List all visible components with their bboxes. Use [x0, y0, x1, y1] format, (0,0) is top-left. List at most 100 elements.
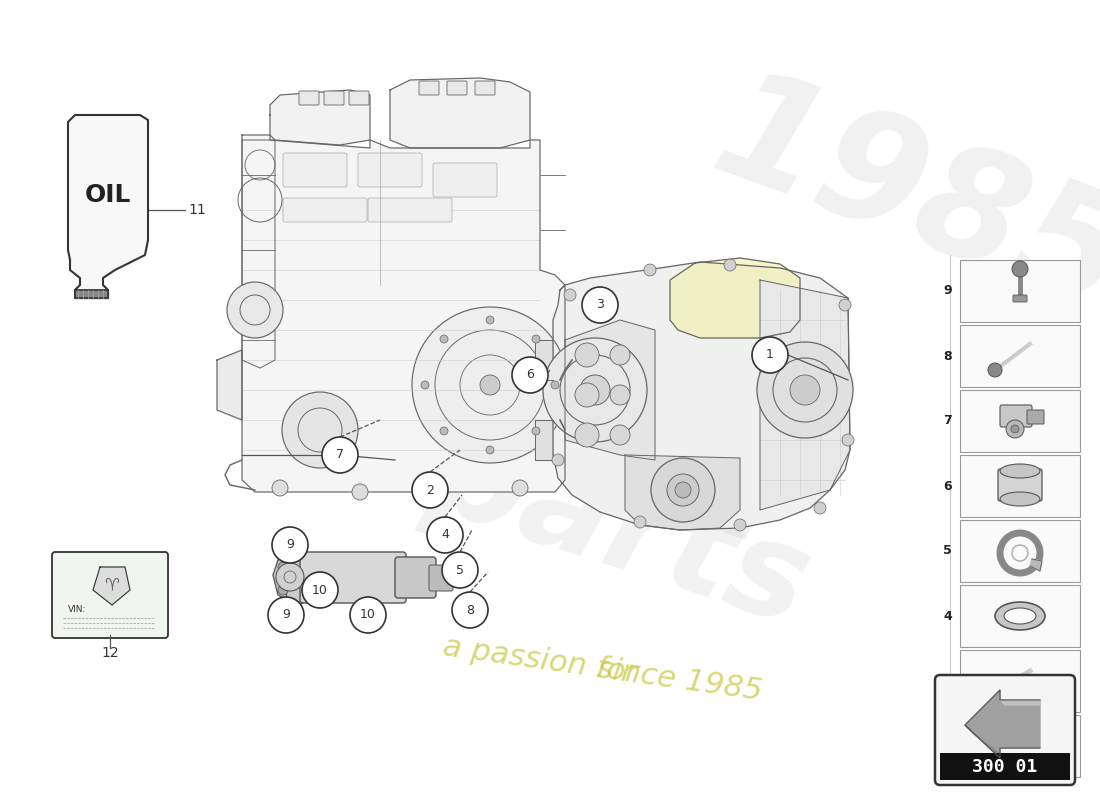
Circle shape	[412, 307, 568, 463]
Circle shape	[532, 427, 540, 435]
Text: 1985: 1985	[695, 58, 1100, 342]
Circle shape	[276, 563, 304, 591]
FancyBboxPatch shape	[368, 198, 452, 222]
Circle shape	[452, 592, 488, 628]
Circle shape	[839, 299, 851, 311]
Text: 6: 6	[526, 369, 534, 382]
Text: 2: 2	[944, 739, 952, 753]
Polygon shape	[535, 420, 553, 460]
Circle shape	[814, 502, 826, 514]
FancyBboxPatch shape	[960, 520, 1080, 582]
Circle shape	[442, 552, 478, 588]
FancyBboxPatch shape	[960, 390, 1080, 452]
FancyBboxPatch shape	[1013, 295, 1027, 302]
Circle shape	[651, 458, 715, 522]
Circle shape	[272, 527, 308, 563]
Text: 2: 2	[426, 483, 433, 497]
Circle shape	[486, 316, 494, 324]
Circle shape	[278, 562, 288, 572]
Circle shape	[734, 519, 746, 531]
Circle shape	[667, 474, 698, 506]
Text: 4: 4	[441, 529, 449, 542]
Circle shape	[440, 427, 448, 435]
Circle shape	[421, 381, 429, 389]
Circle shape	[432, 484, 448, 500]
FancyBboxPatch shape	[429, 565, 453, 591]
Polygon shape	[565, 320, 654, 460]
Circle shape	[480, 375, 501, 395]
Circle shape	[278, 585, 288, 595]
Text: 3: 3	[944, 674, 952, 687]
FancyBboxPatch shape	[433, 163, 497, 197]
Text: 5: 5	[944, 545, 952, 558]
Circle shape	[268, 597, 304, 633]
Text: 9: 9	[944, 285, 952, 298]
FancyBboxPatch shape	[395, 557, 436, 598]
FancyBboxPatch shape	[960, 455, 1080, 517]
Ellipse shape	[1004, 608, 1036, 624]
Circle shape	[1006, 420, 1024, 438]
Circle shape	[644, 264, 656, 276]
Text: since 1985: since 1985	[595, 654, 764, 706]
Circle shape	[272, 480, 288, 496]
Text: 3: 3	[596, 298, 604, 311]
Circle shape	[610, 345, 630, 365]
Circle shape	[575, 343, 600, 367]
Circle shape	[989, 751, 1003, 765]
Polygon shape	[68, 115, 148, 298]
Circle shape	[282, 392, 358, 468]
Text: 9: 9	[286, 538, 294, 551]
Text: a passion for: a passion for	[441, 632, 639, 688]
FancyBboxPatch shape	[358, 153, 422, 187]
FancyBboxPatch shape	[960, 325, 1080, 387]
Polygon shape	[965, 690, 1040, 758]
Circle shape	[227, 282, 283, 338]
Circle shape	[412, 472, 448, 508]
Polygon shape	[760, 280, 850, 510]
Text: 10: 10	[312, 583, 328, 597]
Polygon shape	[242, 135, 565, 492]
Text: 4: 4	[944, 610, 952, 622]
Circle shape	[302, 572, 338, 608]
Polygon shape	[553, 262, 850, 530]
Text: parts: parts	[415, 410, 825, 650]
FancyBboxPatch shape	[300, 552, 406, 603]
FancyBboxPatch shape	[299, 91, 319, 105]
Text: 300 01: 300 01	[972, 758, 1037, 776]
Text: OIL: OIL	[85, 183, 131, 207]
Text: 8: 8	[944, 350, 952, 362]
FancyBboxPatch shape	[940, 753, 1070, 780]
Ellipse shape	[996, 602, 1045, 630]
Polygon shape	[390, 78, 530, 148]
Polygon shape	[625, 455, 740, 530]
FancyBboxPatch shape	[998, 469, 1042, 501]
Circle shape	[1012, 261, 1028, 277]
Polygon shape	[670, 258, 800, 338]
Polygon shape	[75, 290, 108, 298]
Text: 7: 7	[944, 414, 952, 427]
Circle shape	[551, 381, 559, 389]
Circle shape	[610, 385, 630, 405]
FancyBboxPatch shape	[447, 81, 468, 95]
Circle shape	[842, 434, 854, 446]
Circle shape	[988, 363, 1002, 377]
Circle shape	[752, 337, 788, 373]
Text: 9: 9	[282, 609, 290, 622]
FancyBboxPatch shape	[52, 552, 168, 638]
FancyBboxPatch shape	[419, 81, 439, 95]
Circle shape	[575, 383, 600, 407]
Polygon shape	[94, 567, 130, 605]
Ellipse shape	[1000, 492, 1040, 506]
FancyBboxPatch shape	[960, 715, 1080, 777]
Circle shape	[552, 454, 564, 466]
Circle shape	[532, 335, 540, 343]
Text: 8: 8	[466, 603, 474, 617]
Text: 6: 6	[944, 479, 952, 493]
Circle shape	[582, 287, 618, 323]
Text: VIN:: VIN:	[68, 606, 87, 614]
Polygon shape	[273, 550, 303, 605]
Circle shape	[1011, 425, 1019, 433]
FancyBboxPatch shape	[960, 650, 1080, 712]
FancyBboxPatch shape	[960, 585, 1080, 647]
Text: 5: 5	[456, 563, 464, 577]
